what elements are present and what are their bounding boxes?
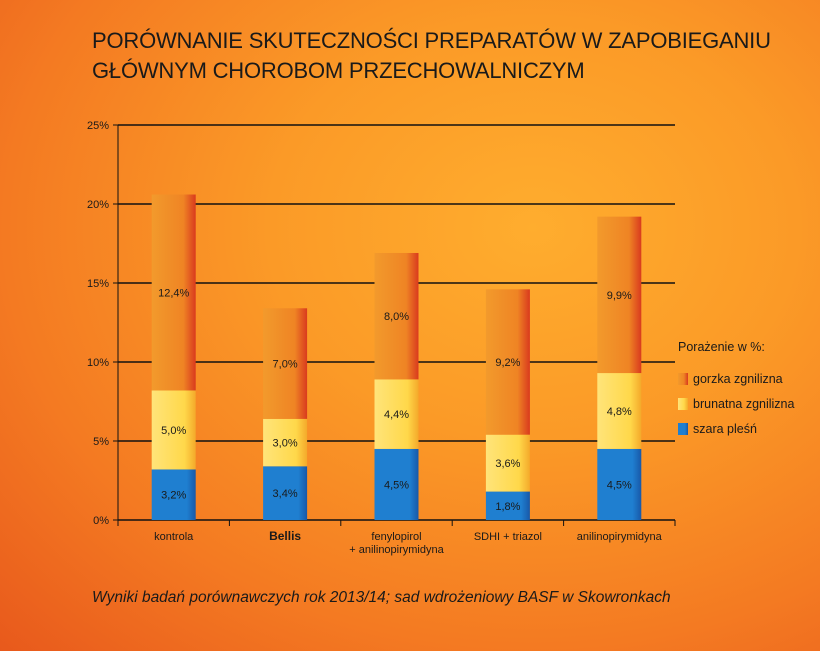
x-tick-label: Bellis (269, 529, 301, 543)
y-tick-label: 5% (93, 436, 109, 448)
legend-label: szara pleśń (693, 421, 757, 436)
legend-items: gorzka zgnilizna brunatna zgnilizna szara … (678, 366, 818, 441)
y-tick-label: 20% (87, 199, 109, 211)
data-label-brunatna: 3,0% (273, 438, 298, 450)
legend-title: Porażenie w %: (678, 340, 765, 354)
y-tick-label: 0% (93, 515, 109, 527)
legend-swatch (678, 422, 688, 435)
bar-gorzka (374, 252, 419, 380)
data-label-gorzka: 12,4% (158, 287, 189, 299)
x-tick-label: fenylopirol (371, 531, 421, 543)
y-tick-label: 15% (87, 278, 109, 290)
legend-item-brunatna: brunatna zgnilizna (678, 391, 818, 416)
legend-label: gorzka zgnilizna (693, 371, 783, 386)
bar-brunatna (485, 434, 530, 492)
bar-brunatna (263, 418, 308, 467)
bar-gorzka (485, 289, 530, 435)
data-label-brunatna: 3,6% (495, 458, 520, 470)
x-tick-label: SDHI + triazol (474, 531, 542, 543)
bar-szara (597, 448, 642, 520)
legend-swatch (678, 397, 688, 410)
y-tick-label: 10% (87, 357, 109, 369)
x-tick-label: anilinopirymidyna (577, 531, 663, 543)
x-tick-label: + anilinopirymidyna (349, 544, 444, 556)
bar-brunatna (597, 373, 642, 449)
legend-label: brunatna zgnilizna (693, 396, 795, 411)
bar-brunatna (151, 390, 196, 470)
chart-title-line-1: PORÓWNANIE SKUTECZNOŚCI PREPARATÓW W ZAP… (92, 28, 771, 53)
chart-title-line-2: GŁÓWNYM CHOROBOM PRZECHOWALNICZYM (92, 58, 585, 83)
bar-gorzka (597, 216, 642, 374)
data-label-brunatna: 4,8% (607, 406, 632, 418)
x-tick-label: kontrola (154, 531, 194, 543)
bar-gorzka (151, 194, 196, 391)
data-label-brunatna: 4,4% (384, 409, 409, 421)
y-tick-label: 25% (87, 120, 109, 132)
caption: Wyniki badań porównawczych rok 2013/14; … (92, 589, 671, 606)
chart-title: PORÓWNANIE SKUTECZNOŚCI PREPARATÓW W ZAP… (92, 26, 792, 86)
bar-szara (485, 491, 530, 520)
data-label-szara: 4,5% (607, 479, 632, 491)
bar-szara (263, 466, 308, 520)
data-label-gorzka: 8,0% (384, 311, 409, 323)
data-label-szara: 3,2% (161, 490, 186, 502)
legend-item-gorzka: gorzka zgnilizna (678, 366, 818, 391)
data-label-szara: 3,4% (273, 488, 298, 500)
data-label-brunatna: 5,0% (161, 425, 186, 437)
legend: Porażenie w %: gorzka zgnilizna brunatna … (678, 340, 818, 441)
data-label-szara: 4,5% (384, 479, 409, 491)
data-label-gorzka: 9,9% (607, 290, 632, 302)
legend-item-szara: szara pleśń (678, 416, 818, 441)
bar-brunatna (374, 379, 419, 449)
data-label-gorzka: 7,0% (273, 359, 298, 371)
bar-gorzka (263, 308, 308, 419)
legend-swatch (678, 372, 688, 385)
bar-szara (374, 448, 419, 520)
data-label-gorzka: 9,2% (495, 357, 520, 369)
bar-szara (151, 469, 196, 520)
data-label-szara: 1,8% (495, 501, 520, 513)
